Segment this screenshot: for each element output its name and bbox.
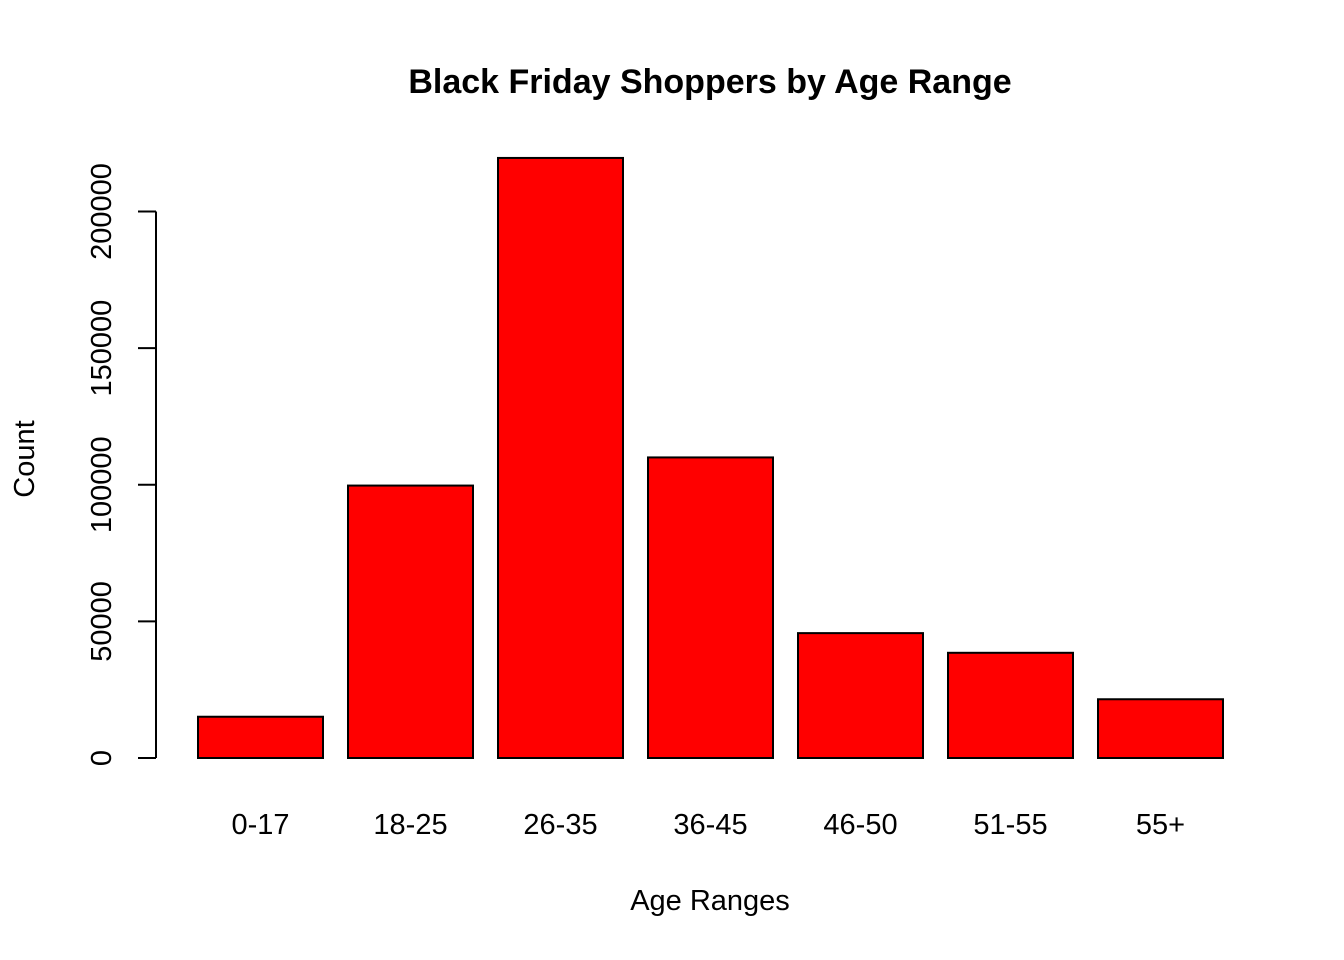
x-tick-label: 18-25 (373, 809, 447, 841)
y-axis: 0 50000 100000 150000 200000 (86, 163, 157, 766)
bars-group (197, 156, 1224, 760)
x-tick-label: 46-50 (823, 809, 897, 841)
y-tick-label: 50000 (86, 581, 118, 662)
bar-26-35 (497, 156, 624, 759)
bar-51-55 (947, 651, 1074, 760)
y-tick-label: 100000 (86, 436, 118, 533)
x-axis-label: Age Ranges (630, 885, 790, 917)
bar-18-25 (347, 484, 474, 759)
bar-0-17 (197, 715, 324, 760)
x-tick-label: 51-55 (973, 809, 1047, 841)
x-tick-label: 55+ (1136, 809, 1185, 841)
bar-55+ (1097, 698, 1224, 759)
y-tick-label: 200000 (86, 163, 118, 260)
y-axis-label: Count (9, 420, 41, 497)
x-tick-labels: 0-17 18-25 26-35 36-45 46-50 51-55 55+ (231, 809, 1185, 841)
bar-46-50 (797, 632, 924, 760)
bar-36-45 (647, 456, 774, 759)
y-tick-label: 150000 (86, 300, 118, 397)
chart-title: Black Friday Shoppers by Age Range (408, 63, 1011, 101)
x-tick-label: 26-35 (523, 809, 597, 841)
x-tick-label: 0-17 (231, 809, 289, 841)
x-tick-label: 36-45 (673, 809, 747, 841)
y-tick-label: 0 (86, 750, 118, 766)
